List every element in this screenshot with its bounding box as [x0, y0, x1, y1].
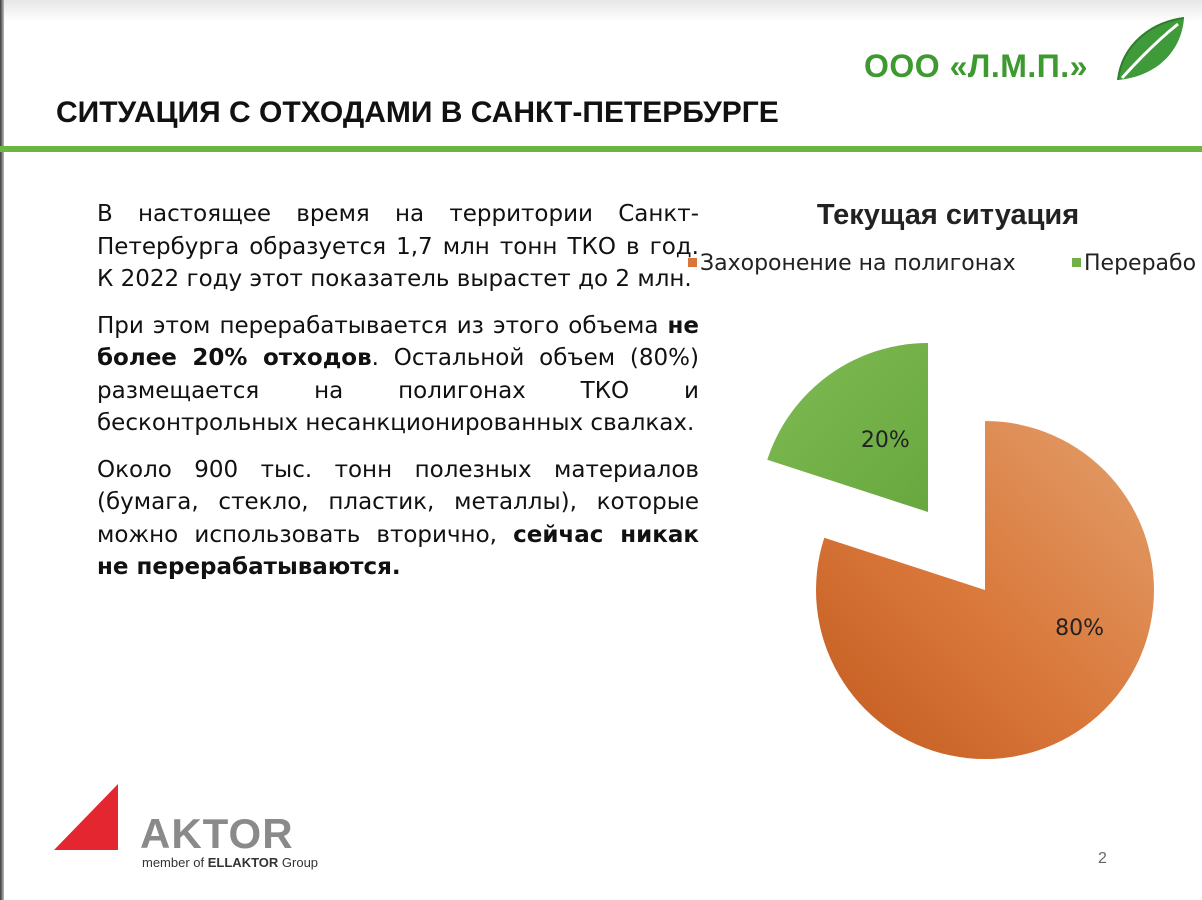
- slice-recycling: [767, 343, 928, 512]
- body-text: В настоящее время на территории Санкт-Пе…: [97, 198, 699, 598]
- label-20: 20%: [861, 428, 910, 453]
- paragraph-1: В настоящее время на территории Санкт-Пе…: [97, 201, 699, 292]
- aktor-logo-subtitle: member of ELLAKTOR Group: [142, 855, 319, 870]
- paragraph-3-bold: сейчас никак не перерабатываются.: [97, 521, 699, 581]
- legend-swatch: [688, 258, 697, 267]
- slice-landfill: [816, 421, 1154, 760]
- pie-slices: [767, 343, 1154, 760]
- page-number: 2: [1098, 850, 1107, 867]
- pie-chart: Текущая ситуация Захоронение на полигона…: [688, 199, 1196, 760]
- paragraph-3: Около 900 тыс. тонн полезных материалов …: [97, 456, 699, 581]
- label-80: 80%: [1055, 616, 1104, 641]
- left-edge: [0, 0, 4, 900]
- aktor-logo: AKTOR member of ELLAKTOR Group: [50, 782, 340, 882]
- paragraph-2: При этом перерабатывается из этого объем…: [97, 312, 700, 437]
- legend-label: Перерабо: [1084, 251, 1196, 276]
- paragraph-2-bold: не более 20% отходов: [97, 312, 699, 372]
- legend-swatch: [1072, 258, 1081, 267]
- page-title: СИТУАЦИЯ С ОТХОДАМИ В САНКТ-ПЕТЕРБУРГЕ: [56, 96, 779, 129]
- pie-labels: 80% 20%: [861, 428, 1104, 641]
- chart-legend: Захоронение на полигонах Перерабо: [688, 251, 1196, 276]
- aktor-logo-word: AKTOR: [140, 810, 294, 857]
- aktor-triangle-icon: [54, 784, 118, 850]
- company-name: ООО «Л.М.П.»: [864, 48, 1088, 84]
- title-divider: [0, 146, 1202, 152]
- top-shade: [0, 0, 1202, 22]
- leaf-logo-icon: [1117, 17, 1185, 81]
- chart-title: Текущая ситуация: [817, 199, 1079, 231]
- legend-label: Захоронение на полигонах: [700, 251, 1016, 276]
